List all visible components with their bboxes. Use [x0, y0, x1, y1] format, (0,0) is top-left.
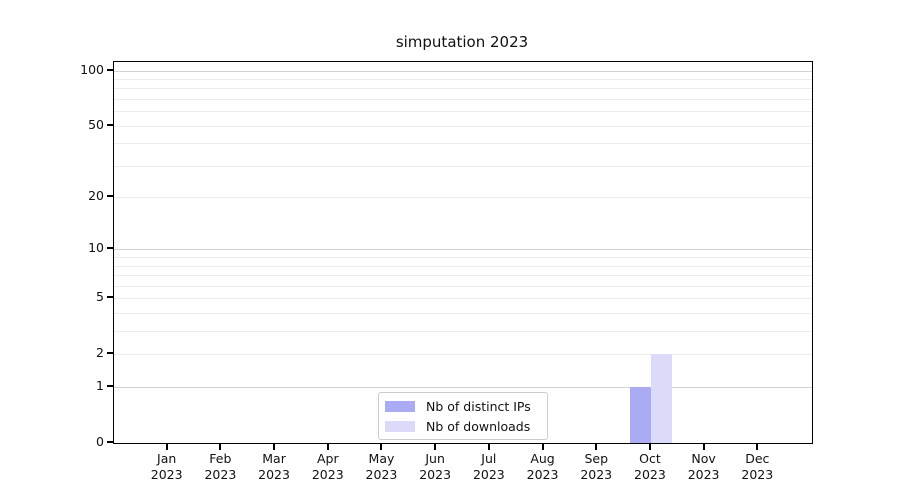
y-tick-label: 5: [96, 289, 104, 305]
bar-nb-of-downloads-oct: [650, 354, 672, 443]
gridline-minor: [114, 143, 812, 145]
y-tick-label: 20: [88, 188, 104, 204]
y-tick: [107, 247, 113, 250]
chart-title: simputation 2023: [395, 33, 529, 51]
gridline-minor: [114, 331, 812, 333]
x-tick: [595, 443, 598, 450]
x-tick: [273, 443, 276, 450]
y-tick-label: 0: [96, 434, 104, 449]
x-tick-label: Apr 2023: [311, 451, 344, 482]
y-tick-label: 50: [88, 116, 104, 132]
gridline-major: [114, 70, 812, 72]
x-tick: [326, 443, 329, 450]
x-tick-label: Jun 2023: [419, 451, 452, 482]
x-tick-label: Sep 2023: [580, 451, 613, 482]
y-tick-label: 10: [88, 240, 104, 256]
x-tick: [165, 443, 168, 450]
gridline-major: [114, 387, 812, 389]
x-tick-label: Oct 2023: [634, 451, 666, 482]
bar-nb-of-distinct-ips-oct: [629, 387, 651, 443]
x-tick-label: Aug 2023: [526, 451, 559, 482]
gridline-minor: [114, 165, 812, 167]
x-tick: [648, 443, 651, 450]
legend-swatch-downloads: [385, 420, 415, 432]
gridline-minor: [114, 275, 812, 277]
legend-swatch-distinct-ips: [385, 400, 415, 412]
legend-label-distinct-ips: Nb of distinct IPs: [426, 398, 531, 414]
x-tick: [487, 443, 490, 450]
y-tick: [107, 352, 113, 355]
y-tick-label: 100: [80, 61, 104, 77]
x-tick: [702, 443, 705, 450]
y-tick: [107, 68, 113, 71]
y-tick: [107, 195, 113, 198]
y-tick: [107, 123, 113, 126]
gridline-minor: [114, 197, 812, 199]
gridline-minor: [114, 257, 812, 259]
gridline-minor: [114, 88, 812, 90]
x-tick-label: Jul 2023: [472, 451, 505, 482]
x-tick-label: Nov 2023: [687, 451, 720, 482]
gridline-minor: [114, 98, 812, 100]
gridline-minor: [114, 313, 812, 315]
x-tick-label: Dec 2023: [741, 451, 774, 482]
gridline-minor: [114, 298, 812, 300]
x-tick: [756, 443, 759, 450]
x-tick-label: Feb 2023: [204, 451, 237, 482]
gridline-minor: [114, 111, 812, 113]
y-tick-label: 1: [96, 378, 104, 394]
x-tick: [434, 443, 437, 450]
plot-area: [113, 61, 813, 444]
y-tick-label: 2: [96, 345, 104, 361]
y-tick: [107, 441, 113, 443]
x-tick: [219, 443, 222, 450]
x-tick-label: May 2023: [365, 451, 398, 482]
legend: Nb of distinct IPs Nb of downloads: [378, 392, 548, 440]
gridline-major: [114, 249, 812, 251]
gridline-minor: [114, 78, 812, 80]
x-tick: [380, 443, 383, 450]
gridline-minor: [114, 125, 812, 127]
x-tick-label: Jan 2023: [150, 451, 183, 482]
legend-row-downloads: Nb of downloads: [379, 416, 547, 436]
y-tick: [107, 296, 113, 299]
gridline-minor: [114, 285, 812, 287]
gridline-minor: [114, 265, 812, 267]
x-tick-label: Mar 2023: [258, 451, 290, 482]
x-tick: [541, 443, 544, 450]
y-tick: [107, 385, 113, 388]
legend-label-downloads: Nb of downloads: [426, 418, 531, 434]
gridline-minor: [114, 354, 812, 356]
legend-row-distinct-ips: Nb of distinct IPs: [379, 396, 547, 416]
